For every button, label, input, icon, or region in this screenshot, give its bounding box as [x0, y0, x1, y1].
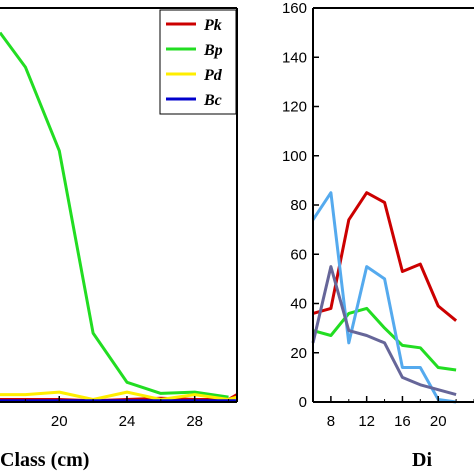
y-tick-label: 60: [290, 246, 307, 263]
y-tick-label: 120: [282, 99, 307, 116]
legend-label-Pk: Pk: [203, 17, 222, 34]
legend-label-Bc: Bc: [203, 92, 222, 109]
legend-label-Pd: Pd: [203, 67, 223, 84]
series-line-1: [312, 191, 458, 322]
y-tick-label: 40: [290, 296, 307, 313]
x-axis-title: Class (cm): [0, 449, 89, 471]
y-tick-label: 0: [299, 394, 307, 411]
legend-label-Bp: Bp: [203, 42, 223, 59]
y-tick-label: 80: [290, 197, 307, 214]
legend: Pk Bp Pd Bc: [159, 9, 237, 115]
series-line-Pd: [0, 390, 238, 401]
chart-panel-1: 20 24 28 Class (cm) Pk Bp Pd Bc: [0, 7, 238, 471]
y-tick-label: 20: [290, 345, 307, 362]
y-tick-label: 160: [282, 0, 307, 17]
x-tick-label: 8: [327, 413, 335, 430]
legend-box: [159, 9, 237, 115]
series-line-Bp: [0, 31, 229, 399]
x-tick-label: 20: [51, 413, 68, 430]
x-tick-label: 28: [186, 413, 203, 430]
series-line-4: [311, 265, 457, 397]
series-line-2: [312, 306, 457, 372]
chart-panel-2: 8 12 16 20 0 20 40 60 80 100 120 140 160 Di: [282, 0, 474, 471]
x-tick-label: 16: [394, 413, 411, 430]
x-tick-label: 24: [119, 413, 136, 430]
x-tick-label: 20: [430, 413, 447, 430]
x-axis-title: Di: [412, 449, 432, 471]
y-tick-label: 100: [282, 148, 307, 165]
y-tick-label: 140: [282, 49, 307, 66]
x-tick-label: 12: [358, 413, 375, 430]
